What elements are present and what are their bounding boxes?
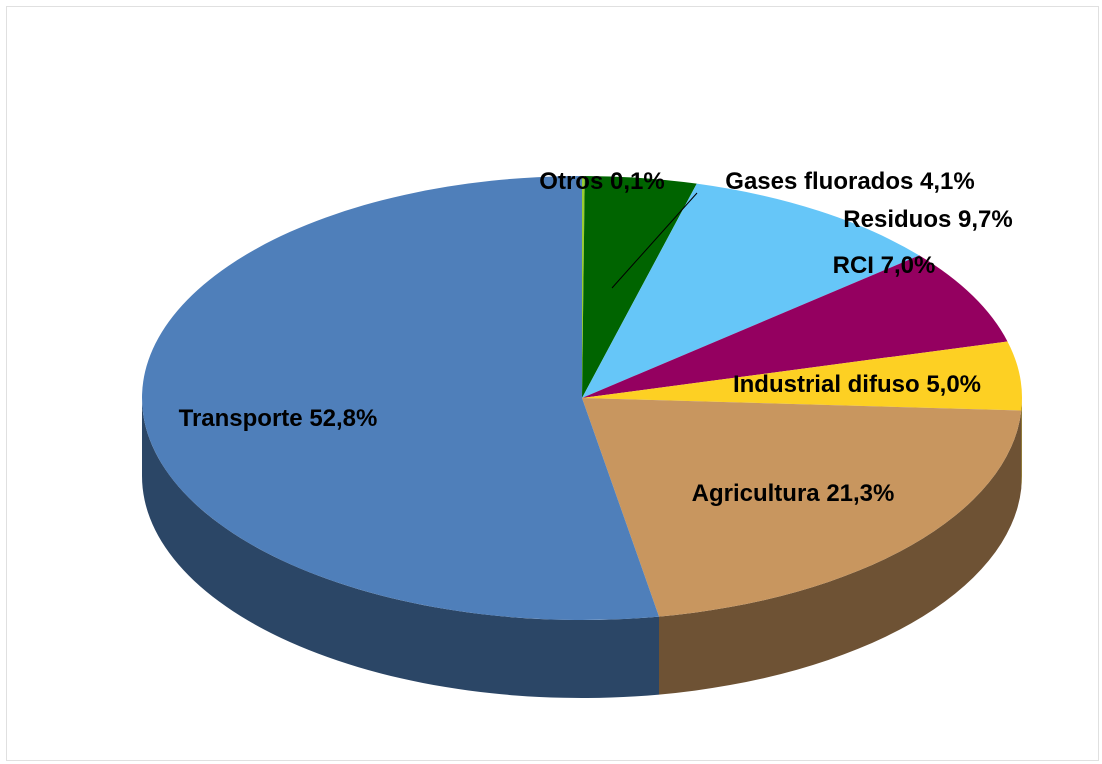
label-name: Industrial difuso xyxy=(733,371,920,398)
slice-side xyxy=(1021,398,1022,489)
data-label: RCI 7,0% xyxy=(833,252,936,279)
leader-line xyxy=(611,192,698,289)
slice-side xyxy=(142,398,660,698)
pie-tops xyxy=(142,176,1023,620)
slice xyxy=(582,398,1022,617)
slice xyxy=(582,341,1023,411)
label-value: 7,0% xyxy=(881,252,936,279)
label-value: 0,1% xyxy=(610,168,665,195)
label-value: 4,1% xyxy=(920,168,975,195)
slice xyxy=(582,255,1008,398)
slice xyxy=(582,176,697,398)
labels: Otros 0,1% Gases fluorados 4,1% Residuos 9… xyxy=(179,168,1013,507)
slice xyxy=(582,176,585,398)
slice xyxy=(142,176,660,620)
data-label: Industrial difuso 5,0% xyxy=(733,371,981,398)
label-value: 52,8% xyxy=(309,405,377,432)
data-label: Otros 0,1% xyxy=(539,168,664,195)
label-name: Gases fluorados xyxy=(725,168,913,195)
label-name: Transporte xyxy=(179,405,303,432)
label-name: Otros xyxy=(539,168,603,195)
label-name: Agricultura xyxy=(692,480,821,507)
data-label: Agricultura 21,3% xyxy=(692,480,895,507)
slice xyxy=(582,183,920,398)
label-value: 5,0% xyxy=(926,371,981,398)
label-value: 21,3% xyxy=(826,480,894,507)
slice-side xyxy=(659,410,1022,695)
data-label: Residuos 9,7% xyxy=(843,206,1012,233)
label-name: RCI xyxy=(833,252,874,279)
pie-sides xyxy=(142,398,1022,698)
label-name: Residuos xyxy=(843,206,951,233)
data-label: Transporte 52,8% xyxy=(179,405,378,432)
label-value: 9,7% xyxy=(958,206,1013,233)
data-label: Gases fluorados 4,1% xyxy=(725,168,974,195)
